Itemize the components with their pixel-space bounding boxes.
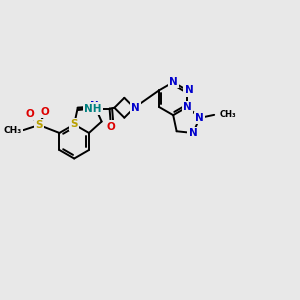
Text: N: N <box>195 113 204 123</box>
Text: N: N <box>169 76 178 87</box>
Text: N: N <box>189 128 197 138</box>
Text: S: S <box>70 119 78 129</box>
Text: CH₃: CH₃ <box>4 126 22 135</box>
Text: O: O <box>41 107 50 117</box>
Text: N: N <box>183 102 192 112</box>
Text: O: O <box>26 109 34 119</box>
Text: NH: NH <box>84 103 101 114</box>
Text: CH₃: CH₃ <box>219 110 236 119</box>
Text: N: N <box>184 85 193 95</box>
Text: N: N <box>131 103 140 113</box>
Text: S: S <box>35 120 43 130</box>
Text: N: N <box>90 101 99 111</box>
Text: O: O <box>106 122 115 131</box>
